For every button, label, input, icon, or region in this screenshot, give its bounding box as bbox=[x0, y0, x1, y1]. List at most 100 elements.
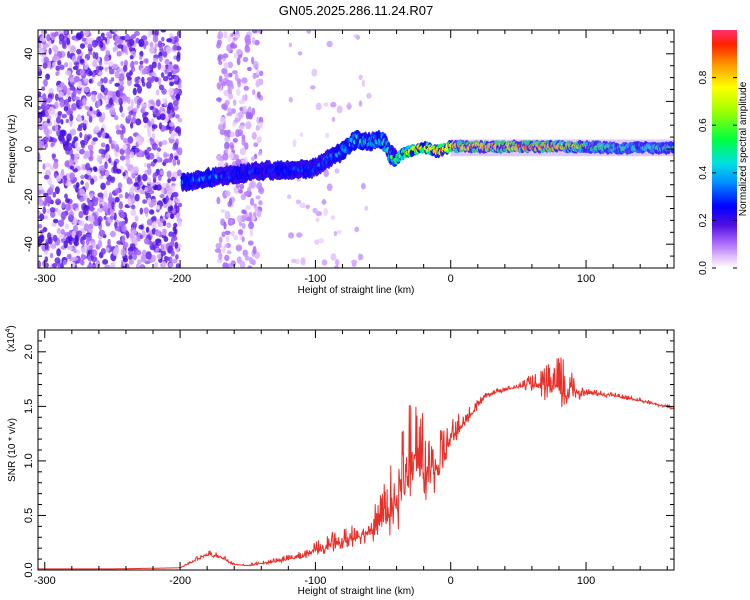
spectrogram-cell bbox=[55, 71, 60, 77]
spectrogram-cell bbox=[114, 196, 120, 203]
spectrogram-cell bbox=[148, 120, 152, 128]
spectrogram-cell bbox=[229, 131, 235, 137]
spectrogram-cell bbox=[553, 139, 555, 157]
spectrogram-cell bbox=[546, 139, 549, 157]
spectrogram-cell bbox=[218, 75, 223, 83]
spectrogram-cell bbox=[138, 224, 144, 230]
spectrogram-cell bbox=[83, 87, 90, 93]
spectrogram-cell bbox=[48, 47, 52, 55]
spectrogram-cell bbox=[117, 39, 124, 45]
spectrogram-cell bbox=[517, 139, 519, 157]
spectrogram-cell bbox=[132, 253, 137, 261]
spectrogram-cell bbox=[83, 223, 90, 232]
spectrogram-cell bbox=[168, 71, 173, 77]
spectrogram-cell bbox=[220, 81, 227, 87]
spectrogram-cell bbox=[61, 201, 66, 209]
spectrogram-cell bbox=[96, 65, 100, 74]
snr-background bbox=[38, 330, 674, 570]
spectrogram-cell bbox=[121, 235, 126, 244]
spectrogram-cell bbox=[167, 187, 173, 195]
spectrogram-cell bbox=[43, 78, 48, 87]
spectrogram-cell bbox=[132, 87, 137, 96]
spectrogram-cell bbox=[93, 126, 100, 133]
spectrogram-cell bbox=[221, 67, 228, 75]
spectrogram-cell bbox=[80, 253, 85, 261]
spectrogram-cell bbox=[157, 62, 162, 70]
spectrogram-cell bbox=[155, 247, 160, 252]
spectrogram-cell bbox=[130, 117, 137, 124]
spectrogram-cell bbox=[52, 234, 58, 242]
spectrogram-cell bbox=[49, 252, 54, 259]
spectrogram-cell bbox=[235, 30, 240, 35]
spectrogram-cell bbox=[221, 231, 226, 238]
spectrogram-cell bbox=[247, 66, 252, 72]
spectrogram-cell bbox=[118, 96, 122, 104]
spectrogram-cell bbox=[75, 182, 80, 188]
spectrogram-cell bbox=[161, 187, 165, 195]
spectrogram-cell bbox=[253, 142, 259, 148]
x-tick-label: -100 bbox=[304, 273, 326, 285]
spectrogram-cell bbox=[243, 157, 248, 164]
spectrogram-cell bbox=[653, 139, 656, 157]
spectrogram-cell bbox=[223, 221, 227, 230]
spectrogram-cell bbox=[83, 30, 90, 37]
spectrogram-cell bbox=[232, 99, 237, 106]
spectrogram-cell bbox=[164, 58, 170, 65]
spectrogram-cell bbox=[146, 218, 153, 226]
spectrogram-cell bbox=[611, 139, 614, 157]
spectrogram-cell bbox=[44, 242, 49, 251]
spectrogram-cell bbox=[287, 194, 292, 199]
spectrogram-cell bbox=[171, 95, 177, 100]
spectrogram-cell bbox=[176, 30, 181, 38]
spectrogram-cell bbox=[49, 207, 56, 213]
spectrogram-cell bbox=[80, 180, 84, 185]
spectrogram-cell bbox=[60, 228, 65, 235]
spectrogram-cell bbox=[559, 139, 562, 157]
spectrogram-cell bbox=[330, 101, 337, 108]
spectrogram-cell bbox=[538, 139, 540, 157]
spectrogram-cell bbox=[665, 139, 667, 157]
spectrogram-cell bbox=[156, 205, 161, 210]
x-tick-label: -200 bbox=[169, 575, 191, 587]
spectrogram-cell bbox=[145, 151, 150, 160]
spectrogram-cell bbox=[150, 182, 155, 187]
spectrogram-cell bbox=[91, 256, 98, 263]
spectrogram-cell bbox=[100, 248, 106, 255]
spectrogram-cell bbox=[232, 138, 239, 143]
spectrogram-cell bbox=[224, 136, 231, 142]
spectrogram-cell bbox=[88, 115, 93, 123]
spectrogram-cell bbox=[238, 99, 246, 105]
spectrogram-cell bbox=[259, 121, 263, 129]
spectrogram-cell bbox=[252, 89, 256, 96]
spectrogram-cell bbox=[141, 249, 147, 257]
spectrogram-cell bbox=[162, 228, 167, 236]
spectrogram-cell bbox=[122, 45, 128, 54]
spectrogram-cell bbox=[255, 195, 261, 200]
spectrogram-cell bbox=[71, 256, 78, 262]
spectrogram-cell bbox=[226, 112, 233, 117]
spectrogram-cell bbox=[107, 238, 111, 247]
spectrogram-cell bbox=[601, 139, 604, 157]
spectrogram-cell bbox=[514, 139, 516, 157]
spectrogram-cell bbox=[125, 158, 131, 165]
spectrogram-cell bbox=[54, 186, 60, 195]
spectrogram-cell bbox=[73, 61, 79, 66]
spectrogram-cell bbox=[71, 230, 76, 239]
spectrogram-cell bbox=[315, 217, 320, 223]
spectrogram-cell bbox=[299, 202, 306, 209]
spectrogram-cell bbox=[326, 183, 333, 191]
spectrogram-cell bbox=[134, 147, 140, 153]
spectrogram-cell bbox=[618, 139, 620, 157]
spectrogram-cell bbox=[78, 220, 82, 225]
spectrogram-cell bbox=[221, 246, 226, 254]
spectrogram-cell bbox=[360, 254, 364, 260]
spectrogram-cell bbox=[256, 78, 262, 86]
spectrogram-cell bbox=[507, 139, 510, 157]
spectrogram-cell bbox=[43, 174, 50, 180]
spectrogram-cell bbox=[126, 76, 132, 81]
spectrogram-cell bbox=[236, 57, 241, 66]
snr-scale-note: (x104) bbox=[5, 325, 17, 352]
spectrogram-marks bbox=[38, 30, 674, 268]
spectrogram-cell bbox=[53, 218, 59, 224]
